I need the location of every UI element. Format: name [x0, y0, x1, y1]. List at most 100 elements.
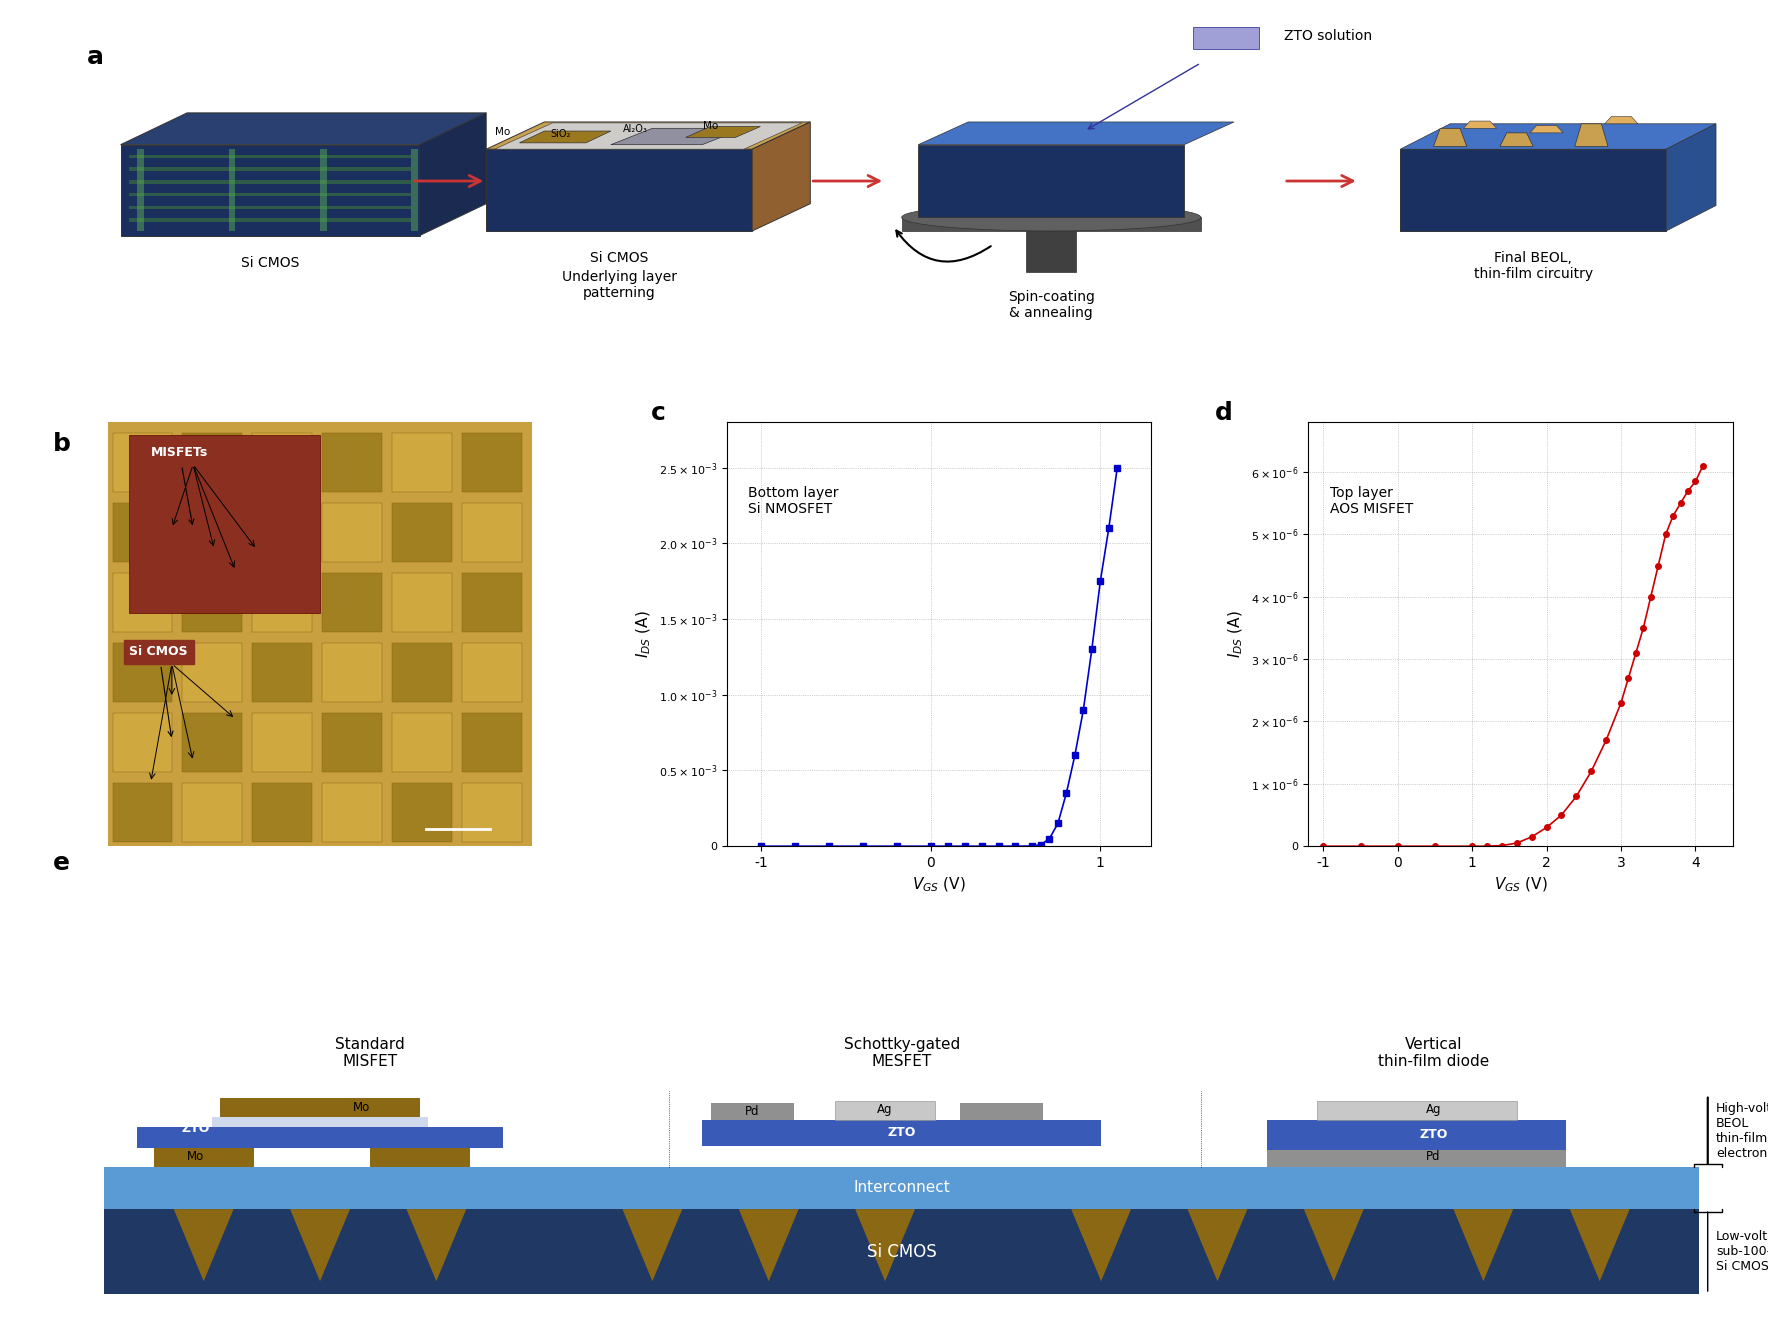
Bar	[253, 783, 311, 843]
Bar	[322, 712, 382, 772]
Polygon shape	[502, 149, 509, 231]
Bar	[113, 643, 171, 702]
Bar	[182, 433, 242, 492]
Y-axis label: $I_{DS}$ (A): $I_{DS}$ (A)	[635, 610, 654, 658]
Bar	[182, 573, 242, 633]
Polygon shape	[486, 122, 810, 149]
Polygon shape	[739, 1209, 799, 1281]
Bar	[461, 433, 522, 492]
Bar	[702, 1146, 1101, 1167]
Bar	[253, 573, 311, 633]
Polygon shape	[751, 122, 810, 231]
Bar	[253, 433, 311, 492]
Bar	[104, 1146, 1699, 1167]
Text: Si CMOS: Si CMOS	[591, 251, 649, 264]
Bar	[253, 502, 311, 562]
Text: Standard
MISFET: Standard MISFET	[334, 1037, 405, 1070]
Text: Pd: Pd	[744, 1106, 760, 1118]
Bar	[253, 712, 311, 772]
Bar	[461, 712, 522, 772]
Polygon shape	[622, 1209, 682, 1281]
Polygon shape	[918, 145, 1185, 218]
Text: Ag: Ag	[877, 1103, 893, 1115]
Polygon shape	[320, 149, 327, 231]
Polygon shape	[228, 149, 235, 231]
Bar	[322, 573, 382, 633]
Polygon shape	[1570, 1209, 1630, 1281]
Text: Vertical
thin-film diode: Vertical thin-film diode	[1377, 1037, 1489, 1070]
Polygon shape	[1464, 121, 1497, 129]
Bar	[253, 643, 311, 702]
Bar	[392, 433, 451, 492]
Text: Bottom layer
Si NMOSFET: Bottom layer Si NMOSFET	[748, 486, 838, 516]
Text: Ag: Ag	[1425, 1103, 1441, 1115]
Text: e: e	[53, 851, 71, 874]
Polygon shape	[173, 1209, 233, 1281]
Bar	[182, 712, 242, 772]
Text: Schottky-gated
MESFET: Schottky-gated MESFET	[843, 1037, 960, 1070]
Text: Final BEOL,
thin-film circuitry: Final BEOL, thin-film circuitry	[1475, 251, 1593, 282]
Bar	[113, 433, 171, 492]
Polygon shape	[1529, 126, 1563, 133]
Bar	[461, 643, 522, 702]
Bar	[711, 1103, 794, 1120]
Polygon shape	[1453, 1209, 1513, 1281]
Polygon shape	[686, 126, 760, 137]
Bar	[392, 573, 451, 633]
Bar	[322, 783, 382, 843]
Bar	[702, 1120, 1101, 1146]
Bar	[1268, 1150, 1566, 1167]
Polygon shape	[412, 149, 417, 231]
Bar	[117, 643, 265, 833]
Bar	[392, 502, 451, 562]
Text: b: b	[53, 432, 71, 456]
Text: Low-voltage,
sub-100-nm
Si CMOS IC: Low-voltage, sub-100-nm Si CMOS IC	[1717, 1231, 1768, 1273]
Polygon shape	[1605, 117, 1637, 124]
Bar	[182, 783, 242, 843]
Polygon shape	[1071, 1209, 1132, 1281]
Y-axis label: $I_{DS}$ (A): $I_{DS}$ (A)	[1227, 610, 1245, 658]
Text: Si CMOS: Si CMOS	[129, 646, 187, 736]
Bar	[960, 1103, 1043, 1120]
Polygon shape	[129, 167, 412, 171]
Bar	[154, 1148, 253, 1167]
Text: Mo: Mo	[495, 128, 511, 137]
Bar	[322, 433, 382, 492]
Polygon shape	[495, 122, 803, 149]
Bar	[370, 1148, 470, 1167]
Polygon shape	[129, 181, 412, 183]
Bar	[461, 783, 522, 843]
Text: Mo: Mo	[354, 1100, 370, 1114]
Text: High-voltage,
BEOL
thin-film
electronics: High-voltage, BEOL thin-film electronics	[1717, 1102, 1768, 1160]
Polygon shape	[1400, 124, 1717, 149]
Polygon shape	[1499, 133, 1533, 146]
Text: Pd: Pd	[1427, 1150, 1441, 1163]
X-axis label: $V_{GS}$ (V): $V_{GS}$ (V)	[1494, 876, 1547, 894]
Bar	[182, 643, 242, 702]
Text: Spin-coating
& annealing: Spin-coating & annealing	[1008, 290, 1094, 320]
Polygon shape	[612, 129, 744, 145]
X-axis label: $V_{GS}$ (V): $V_{GS}$ (V)	[912, 876, 965, 894]
Text: ZTO solution: ZTO solution	[1284, 29, 1372, 43]
Polygon shape	[419, 113, 486, 235]
Bar	[322, 502, 382, 562]
Text: SiO₂: SiO₂	[552, 129, 571, 140]
Polygon shape	[520, 132, 612, 142]
Polygon shape	[129, 193, 412, 197]
Text: Interconnect: Interconnect	[854, 1180, 949, 1196]
Polygon shape	[1434, 129, 1467, 146]
Bar	[129, 435, 320, 613]
Text: ZTO: ZTO	[180, 1122, 210, 1135]
Bar	[113, 712, 171, 772]
Bar	[1317, 1102, 1517, 1120]
Bar	[113, 783, 171, 843]
Bar	[834, 1102, 935, 1120]
Bar	[104, 1209, 1699, 1294]
Polygon shape	[120, 145, 419, 235]
Polygon shape	[290, 1209, 350, 1281]
Polygon shape	[407, 1209, 467, 1281]
Bar	[392, 783, 451, 843]
Text: MISFETs: MISFETs	[150, 447, 209, 524]
Bar	[1234, 1146, 1634, 1167]
Text: Al₂O₃: Al₂O₃	[624, 124, 649, 134]
